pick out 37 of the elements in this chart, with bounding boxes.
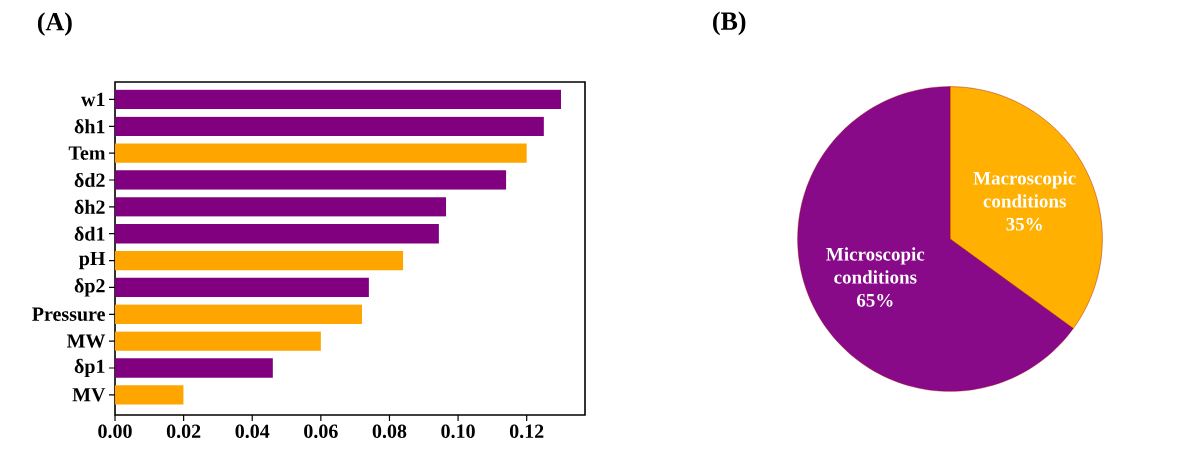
- x-tick-label: 0.06: [304, 424, 338, 439]
- bar: [115, 89, 561, 110]
- x-tick-label: 0.00: [98, 424, 132, 439]
- y-tick-label: MV: [72, 388, 106, 402]
- bar: [115, 304, 363, 324]
- bar: [115, 331, 321, 351]
- data-label: 35%: [1006, 217, 1042, 231]
- y-tick-label: δh2: [74, 199, 105, 214]
- y-tick-label: pH: [79, 251, 106, 270]
- bar: [115, 224, 439, 244]
- chart-title: (A): [37, 12, 72, 36]
- bar: [115, 385, 184, 405]
- chart-title: (B): [713, 11, 746, 36]
- bar: [115, 277, 369, 298]
- y-tick-label: MW: [66, 334, 106, 348]
- x-tick-label: 0.04: [235, 424, 270, 439]
- bar: [115, 358, 273, 378]
- y-tick-label: w1: [81, 92, 105, 107]
- y-tick-label: δh1: [74, 119, 105, 134]
- y-tick-label: Pressure: [32, 307, 105, 321]
- bar: [115, 116, 544, 136]
- bar: [115, 250, 404, 271]
- slice-label: Microscopic conditions: [826, 247, 925, 284]
- x-tick-label: 0.02: [166, 424, 201, 439]
- y-tick-label: δd2: [74, 172, 105, 188]
- y-tick-label: δp1: [74, 358, 105, 378]
- y-tick-label: δd1: [74, 226, 105, 241]
- bar: [115, 143, 527, 163]
- x-tick-label: 0.08: [372, 424, 407, 439]
- y-tick-label: Tem: [68, 146, 106, 160]
- bar: [115, 197, 447, 217]
- slice-label: Macroscopic conditions: [973, 171, 1076, 208]
- bar: [115, 170, 507, 190]
- x-tick-label: 0.10: [441, 424, 475, 439]
- y-tick-label: δp2: [74, 278, 105, 297]
- data-label: 65%: [856, 293, 893, 307]
- x-tick-label: 0.12: [509, 424, 544, 439]
